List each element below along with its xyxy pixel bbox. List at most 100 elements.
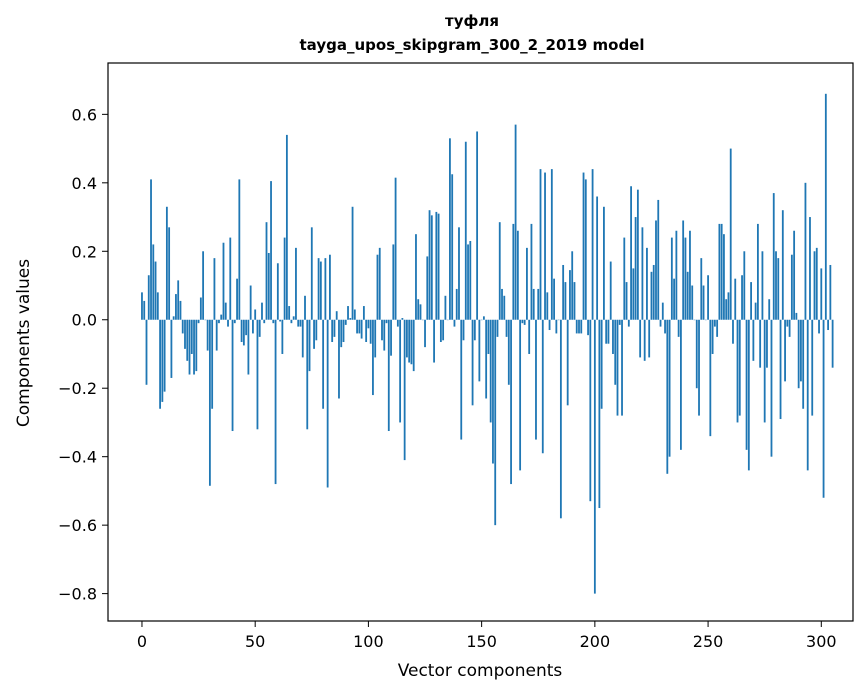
bar-241 — [686, 271, 689, 320]
bar-107 — [383, 319, 386, 351]
bar-14 — [172, 316, 175, 320]
bar-252 — [711, 319, 714, 354]
bar-79 — [319, 261, 322, 320]
bar-199 — [591, 169, 594, 320]
bar-172 — [530, 223, 533, 320]
bar-153 — [487, 319, 490, 354]
bar-174 — [535, 319, 537, 440]
bar-196 — [584, 179, 587, 320]
bar-67 — [292, 316, 295, 320]
bar-165 — [514, 124, 517, 320]
x-axis-label: Vector components — [398, 661, 563, 681]
bar-231 — [664, 319, 666, 334]
bar-190 — [571, 251, 574, 320]
bar-60 — [276, 263, 279, 320]
bar-20 — [186, 319, 189, 361]
bar-131 — [437, 213, 440, 320]
bar-101 — [369, 319, 372, 344]
bar-112 — [394, 177, 397, 320]
bar-141 — [460, 319, 463, 440]
bar-29 — [206, 319, 209, 351]
bar-84 — [331, 319, 334, 342]
y-tick-label: −0.4 — [58, 448, 97, 467]
bar-211 — [618, 319, 621, 325]
bar-108 — [385, 319, 388, 324]
chart-title-line1: туфля — [445, 12, 499, 30]
bar-229 — [659, 319, 662, 327]
bar-77 — [315, 319, 318, 341]
bar-227 — [655, 220, 657, 320]
bar-261 — [732, 319, 734, 344]
bar-148 — [476, 131, 479, 320]
bar-144 — [467, 244, 469, 320]
y-axis-label: Components values — [14, 259, 34, 427]
bar-97 — [360, 319, 363, 339]
bar-267 — [745, 319, 748, 450]
bar-290 — [797, 319, 800, 389]
bar-219 — [636, 189, 639, 320]
bar-75 — [310, 227, 313, 320]
bar-109 — [387, 319, 390, 432]
bar-64 — [285, 134, 288, 320]
bar-242 — [689, 230, 691, 320]
bar-22 — [190, 319, 193, 354]
bar-195 — [582, 172, 585, 320]
bar-149 — [478, 319, 481, 382]
bar-56 — [267, 252, 270, 320]
bar-182 — [553, 278, 555, 320]
bar-115 — [401, 318, 404, 320]
bar-78 — [317, 258, 320, 320]
bar-289 — [795, 312, 798, 320]
bar-113 — [396, 319, 399, 327]
bar-167 — [519, 319, 522, 471]
bar-234 — [670, 237, 673, 320]
x-tick-label: 100 — [353, 632, 384, 651]
bar-132 — [439, 319, 442, 342]
bar-271 — [754, 302, 757, 320]
bar-185 — [559, 319, 562, 519]
bar-194 — [580, 319, 583, 334]
bar-26 — [199, 297, 202, 320]
bar-127 — [428, 210, 431, 320]
bar-146 — [471, 319, 474, 406]
bar-256 — [720, 223, 723, 320]
bar-111 — [392, 244, 395, 320]
bar-276 — [766, 319, 768, 368]
bar-152 — [485, 319, 488, 399]
bar-292 — [802, 319, 805, 409]
bar-116 — [403, 319, 406, 461]
x-tick-label: 300 — [806, 632, 837, 651]
bar-125 — [424, 319, 426, 348]
bar-27 — [202, 251, 205, 320]
bar-160 — [503, 295, 506, 320]
bar-81 — [324, 258, 327, 320]
bar-99 — [365, 319, 368, 342]
bar-175 — [537, 288, 540, 320]
bar-2 — [145, 319, 148, 385]
bar-100 — [367, 319, 370, 329]
bar-262 — [734, 278, 737, 320]
bar-273 — [759, 319, 762, 368]
bar-272 — [756, 223, 759, 320]
bar-275 — [763, 319, 766, 423]
bar-176 — [539, 169, 542, 320]
bar-140 — [458, 227, 460, 320]
bar-238 — [680, 319, 682, 450]
bar-48 — [249, 285, 252, 320]
y-tick-label: 0.4 — [72, 174, 97, 193]
y-tick-label: 0.6 — [72, 105, 97, 124]
bar-264 — [738, 319, 741, 416]
bar-287 — [790, 254, 793, 320]
bar-137 — [451, 174, 454, 320]
bar-298 — [815, 247, 818, 320]
bar-171 — [528, 319, 531, 354]
bar-30 — [208, 319, 211, 486]
bar-41 — [233, 319, 236, 324]
bar-189 — [569, 270, 571, 320]
bar-25 — [197, 319, 200, 324]
bar-207 — [609, 261, 612, 320]
bar-119 — [410, 319, 413, 365]
y-tick-label: 0.2 — [72, 242, 97, 261]
bar-179 — [546, 292, 549, 320]
y-tick-label: 0.0 — [72, 311, 97, 330]
